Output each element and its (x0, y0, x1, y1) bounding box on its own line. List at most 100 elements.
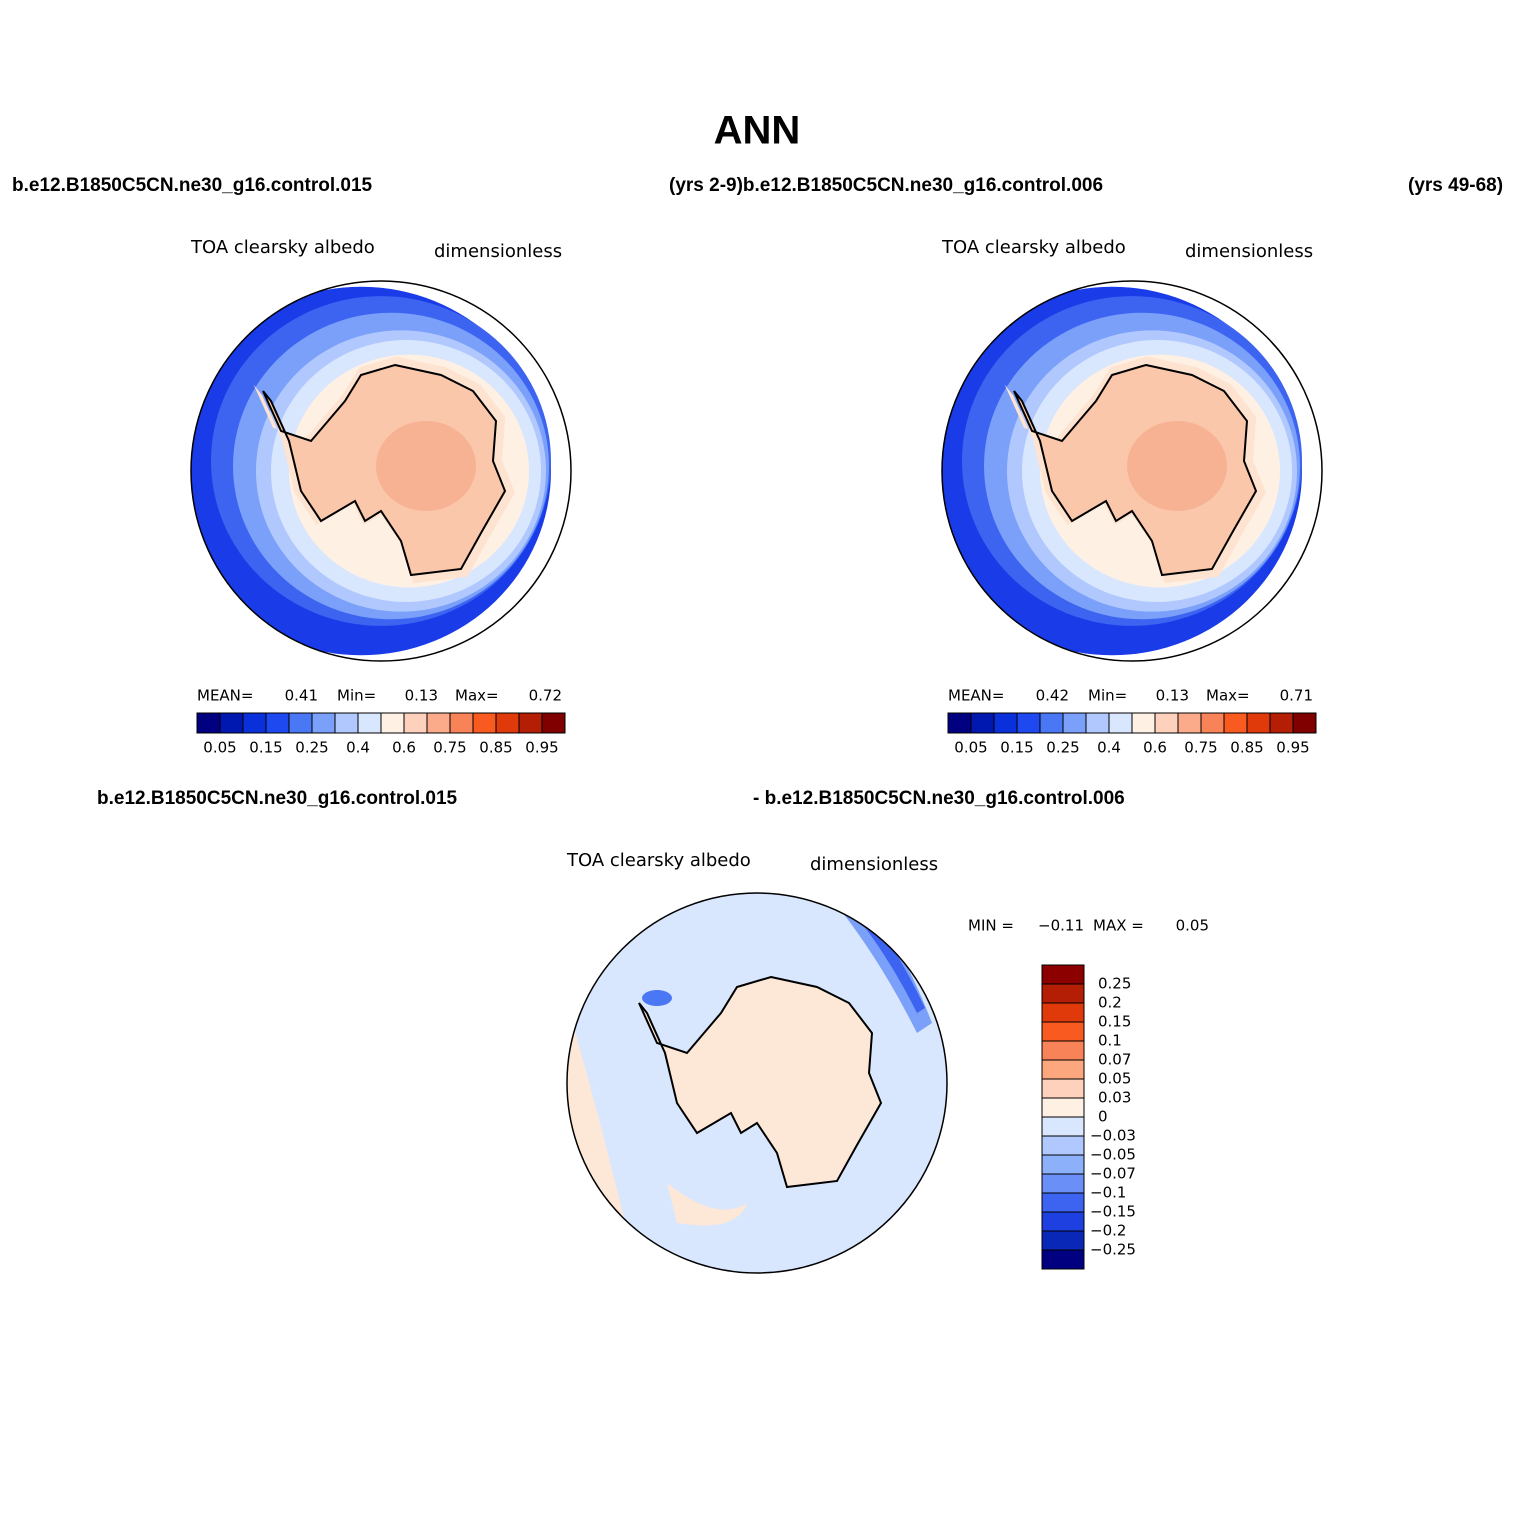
colorbar-label: −0.05 (1090, 1146, 1136, 1164)
colorbar-box (1131, 712, 1156, 734)
years-label: (yrs 49-68) (1408, 175, 1503, 196)
plateau (1127, 421, 1227, 511)
colorbar-label: −0.07 (1090, 1165, 1136, 1183)
stat-label: 0.41 (285, 687, 318, 705)
colorbar-label: 0.07 (1098, 1051, 1131, 1069)
colorbar-label: 0.25 (1046, 739, 1079, 757)
colorbar-label: 0.75 (1184, 739, 1217, 757)
colorbar-box (1039, 712, 1064, 734)
colorbar-label: 0.05 (1098, 1070, 1131, 1088)
coastline (262, 363, 507, 577)
colorbar-label: 0.95 (525, 739, 558, 757)
colorbar-box (1041, 1097, 1085, 1118)
variable-label: TOA clearsky albedo (566, 850, 751, 871)
colorbar-box (947, 712, 972, 734)
variable-label: TOA clearsky albedo (941, 237, 1126, 258)
colorbar-box (1041, 1116, 1085, 1137)
colorbar-box (1108, 712, 1133, 734)
field-band (827, 893, 932, 1033)
stat-label: Min= (1088, 687, 1127, 705)
colorbar-box (1041, 1154, 1085, 1175)
units-label: dimensionless (1185, 241, 1313, 262)
stat-label: Min= (337, 687, 376, 705)
colorbar-box (426, 712, 451, 734)
field-band (837, 893, 925, 1013)
colorbar-label: −0.2 (1090, 1222, 1126, 1240)
units-label: dimensionless (810, 854, 938, 875)
colorbar-label: 0.03 (1098, 1089, 1131, 1107)
units-label: dimensionless (434, 241, 562, 262)
colorbar-box (1177, 712, 1202, 734)
colorbar-box (1041, 1135, 1085, 1156)
stat-label: 0.13 (1156, 687, 1189, 705)
colorbar-label: −0.25 (1090, 1241, 1136, 1259)
colorbar-box (1223, 712, 1248, 734)
colorbar-box (1085, 712, 1110, 734)
colorbar-box (1041, 1211, 1085, 1232)
colorbar-box (1041, 1230, 1085, 1251)
colorbar-label: 0.05 (203, 739, 236, 757)
case-label: - b.e12.B1850C5CN.ne30_g16.control.006 (753, 788, 1125, 809)
stat-label: 0.71 (1280, 687, 1313, 705)
colorbar-label: 0.15 (1098, 1013, 1131, 1031)
stat-label: MEAN= (197, 687, 253, 705)
colorbar-box (357, 712, 382, 734)
case-label: (yrs 2-9)b.e12.B1850C5CN.ne30_g16.contro… (669, 175, 1103, 196)
colorbar-box (1041, 964, 1085, 985)
ice-sheet (639, 977, 881, 1187)
map-field (567, 893, 947, 1273)
colorbar-label: 0.4 (346, 739, 370, 757)
colorbar-box (1246, 712, 1271, 734)
colorbar-label: −0.03 (1090, 1127, 1136, 1145)
colorbar-label: 0.85 (1230, 739, 1263, 757)
colorbar-label: 0.15 (1000, 739, 1033, 757)
colorbar-label: 0.85 (479, 739, 512, 757)
variable-label: TOA clearsky albedo (190, 237, 375, 258)
colorbar-box (1041, 983, 1085, 1004)
colorbar-box (1062, 712, 1087, 734)
colorbar-label: 0.75 (433, 739, 466, 757)
colorbar-box (541, 712, 566, 734)
map-field (191, 286, 551, 656)
coastline (638, 975, 883, 1189)
colorbar-box (472, 712, 497, 734)
colorbar-box (495, 712, 520, 734)
colorbar-box (265, 712, 290, 734)
stat-label: −0.11 (1038, 917, 1084, 935)
colorbar-label: 0.6 (1143, 739, 1167, 757)
stat-label: 0.42 (1036, 687, 1069, 705)
colorbar-box (1016, 712, 1041, 734)
colorbar-box (196, 712, 221, 734)
colorbar-label: 0.1 (1098, 1032, 1122, 1050)
colorbar-box (1200, 712, 1225, 734)
stat-label: MAX = (1093, 917, 1144, 935)
colorbar-box (518, 712, 543, 734)
map-border (566, 892, 948, 1274)
map-border (190, 280, 572, 662)
colorbar-label: 0.25 (295, 739, 328, 757)
colorbar-label: −0.15 (1090, 1203, 1136, 1221)
case-label: b.e12.B1850C5CN.ne30_g16.control.015 (97, 788, 458, 809)
colorbar-label: 0.6 (392, 739, 416, 757)
polar-map (566, 892, 948, 1274)
colorbar-box (1292, 712, 1317, 734)
colorbar-box (380, 712, 405, 734)
colorbar-box (1041, 1040, 1085, 1061)
colorbar-label: 0.95 (1276, 739, 1309, 757)
colorbar-box (403, 712, 428, 734)
colorbar-label: 0.2 (1098, 994, 1122, 1012)
colorbar-label: −0.1 (1090, 1184, 1126, 1202)
polar-map (941, 280, 1323, 662)
colorbar-box (1041, 1078, 1085, 1099)
coastline (1013, 363, 1258, 577)
map-field (942, 286, 1302, 656)
stat-label: 0.13 (405, 687, 438, 705)
colorbar-box (219, 712, 244, 734)
plateau (376, 421, 476, 511)
colorbar-box (970, 712, 995, 734)
colorbar-box (1041, 1059, 1085, 1080)
field-band (642, 990, 672, 1006)
colorbar-label: 0.25 (1098, 975, 1131, 993)
polar-map (190, 280, 572, 662)
